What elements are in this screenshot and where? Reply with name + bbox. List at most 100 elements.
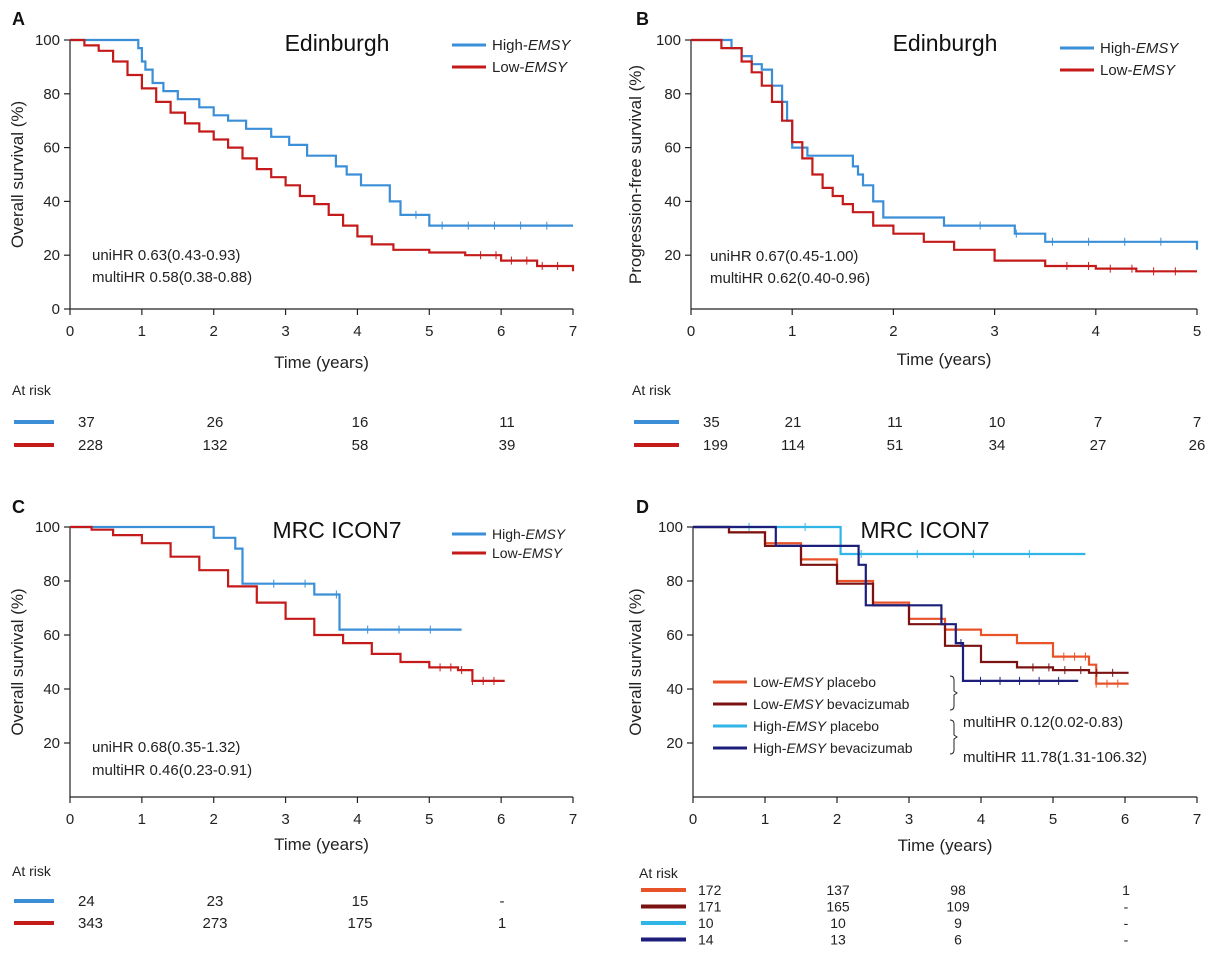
panel-letter: D: [636, 497, 649, 517]
at-risk-count: 37: [78, 414, 95, 431]
at-risk-count: 58: [352, 437, 369, 454]
y-axis-label: Overall survival (%): [626, 588, 645, 735]
at-risk-count: 14: [698, 932, 714, 948]
y-tick-label: 60: [43, 627, 60, 644]
legend-label-prefix: High-: [492, 526, 526, 542]
y-axis-label: Progression-free survival (%): [626, 65, 645, 284]
legend-label-gene: EMSY: [1136, 40, 1180, 57]
x-tick-label: 7: [569, 323, 577, 340]
legend-label-gene: EMSY: [525, 526, 566, 542]
hazard-ratio-annotation: uniHR 0.63(0.43-0.93): [92, 247, 240, 264]
y-tick-label: 20: [666, 735, 683, 752]
at-risk-count: 199: [703, 437, 728, 454]
series-line-high-emsy: [70, 38, 573, 227]
x-tick-label: 5: [425, 811, 433, 828]
series-line-low-emsy: [691, 38, 1197, 273]
x-tick-label: 2: [833, 811, 841, 828]
y-tick-label: 40: [43, 681, 60, 698]
series-line-low-emsy-placebo: [693, 525, 1129, 685]
hazard-ratio-annotation: multiHR 0.46(0.23-0.91): [92, 762, 252, 779]
hazard-ratio-annotation: uniHR 0.67(0.45-1.00): [710, 248, 858, 265]
x-tick-label: 2: [210, 323, 218, 340]
y-tick-label: 60: [664, 140, 681, 157]
legend-label-gene: EMSY: [528, 37, 572, 54]
legend-label-suffix: bevacizumab: [826, 740, 913, 756]
at-risk-count: 1: [498, 915, 506, 932]
x-tick-label: 1: [138, 811, 146, 828]
x-tick-label: 7: [1193, 811, 1201, 828]
at-risk-count: 6: [954, 932, 962, 948]
y-tick-label: 40: [664, 193, 681, 210]
legend-label-gene: EMSY: [525, 59, 569, 76]
x-tick-label: 5: [1193, 323, 1201, 340]
legend-label-prefix: High-: [1100, 40, 1136, 57]
y-tick-label: 60: [43, 140, 60, 157]
series-line-high-emsy-placebo: [693, 525, 1086, 556]
legend-label: Low-EMSY: [1100, 62, 1176, 79]
at-risk-count: 98: [950, 882, 966, 898]
legend-label-suffix: bevacizumab: [823, 696, 910, 712]
x-tick-label: 6: [497, 811, 505, 828]
x-tick-label: 0: [689, 811, 697, 828]
at-risk-count: -: [1124, 899, 1129, 915]
at-risk-count: 51: [887, 437, 904, 454]
x-tick-label: 0: [66, 811, 74, 828]
y-tick-label: 80: [43, 86, 60, 103]
x-tick-label: 4: [353, 811, 361, 828]
x-tick-label: 3: [990, 323, 998, 340]
legend-label-prefix: High-: [492, 37, 528, 54]
at-risk-count: 10: [830, 915, 846, 931]
y-tick-label: 60: [666, 627, 683, 644]
legend-label-prefix: Low-: [753, 674, 784, 690]
legend-label-prefix: Low-: [492, 545, 523, 561]
hazard-ratio-annotation: multiHR 0.58(0.38-0.88): [92, 269, 252, 286]
legend-label-gene: EMSY: [1133, 62, 1177, 79]
y-tick-label: 80: [664, 86, 681, 103]
at-risk-count: 114: [781, 437, 805, 454]
x-axis-label: Time (years): [274, 835, 369, 854]
at-risk-count: 26: [1189, 437, 1206, 454]
x-tick-label: 4: [353, 323, 361, 340]
hazard-ratio-annotation: uniHR 0.68(0.35-1.32): [92, 739, 240, 756]
at-risk-count: 165: [826, 899, 850, 915]
at-risk-count: 109: [946, 899, 970, 915]
legend-label: High-EMSY: [1100, 40, 1179, 57]
legend-label: Low-EMSY: [492, 59, 568, 76]
x-tick-label: 5: [425, 323, 433, 340]
at-risk-count: 228: [78, 437, 103, 454]
at-risk-count: -: [500, 893, 505, 910]
y-tick-label: 80: [43, 573, 60, 590]
at-risk-count: 9: [954, 915, 962, 931]
x-tick-label: 2: [889, 323, 897, 340]
at-risk-label: At risk: [12, 863, 52, 879]
x-axis-label: Time (years): [897, 350, 992, 369]
y-tick-label: 100: [35, 32, 60, 49]
x-axis-label: Time (years): [274, 353, 369, 372]
chart-title: MRC ICON7: [860, 517, 989, 543]
at-risk-count: 24: [78, 893, 95, 910]
at-risk-count: -: [1124, 932, 1129, 948]
at-risk-count: 10: [698, 915, 714, 931]
y-tick-label: 0: [52, 301, 60, 318]
at-risk-count: 1: [1122, 882, 1130, 898]
at-risk-count: 13: [830, 932, 846, 948]
panel-letter: A: [12, 9, 25, 29]
series-line-high-emsy: [70, 525, 462, 631]
at-risk-count: 7: [1193, 414, 1201, 431]
hazard-ratio-annotation: multiHR 0.62(0.40-0.96): [710, 270, 870, 287]
at-risk-count: 171: [698, 899, 722, 915]
x-axis-label: Time (years): [898, 836, 993, 855]
legend-label: High-EMSY placebo: [753, 718, 879, 734]
series-line-low-emsy-bevacizumab: [693, 525, 1129, 674]
panel-letter: C: [12, 497, 25, 517]
at-risk-count: 34: [989, 437, 1006, 454]
x-tick-label: 0: [66, 323, 74, 340]
y-tick-label: 20: [664, 247, 681, 264]
hazard-ratio-annotation: multiHR 0.12(0.02-0.83): [963, 714, 1123, 731]
at-risk-count: 39: [499, 437, 516, 454]
at-risk-count: 175: [347, 915, 372, 932]
series-line-high-emsy-bevacizumab: [693, 525, 1079, 682]
group-bracket: [949, 675, 958, 711]
